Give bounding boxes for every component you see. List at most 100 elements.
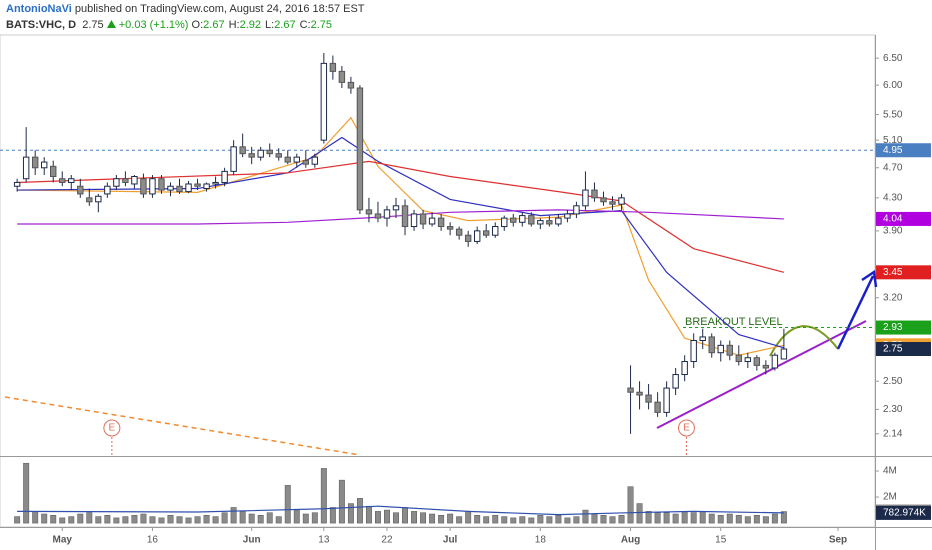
header: AntonioNaVi published on TradingView.com… — [0, 0, 932, 34]
earnings-marker — [103, 419, 121, 437]
change: +0.03 (+1.1%) — [118, 19, 189, 31]
candle-body — [401, 205, 409, 228]
volume-bar — [384, 509, 390, 524]
candle-body — [708, 336, 715, 354]
candle-body — [22, 156, 30, 180]
x-tick-label: 22 — [381, 535, 393, 546]
volume-bar — [546, 516, 553, 524]
moving-average — [17, 160, 785, 273]
price-badge-label: 2.75 — [883, 344, 903, 355]
volume-bar — [708, 513, 715, 524]
candle-body — [59, 178, 66, 183]
volume-bar — [618, 515, 625, 524]
earnings-marker — [677, 419, 695, 437]
volume-bar — [690, 512, 697, 524]
volume-badge-label: 782.974K — [883, 508, 926, 519]
x-tick-label: Aug — [621, 535, 640, 546]
volume-bar — [591, 513, 598, 524]
x-tick-label: Jun — [243, 535, 261, 546]
volume-bar — [564, 517, 571, 524]
candle-body — [762, 364, 770, 369]
candle-body — [50, 165, 57, 178]
volume-badge — [876, 505, 931, 520]
volume-bar — [149, 516, 156, 524]
volume-bar — [59, 517, 66, 524]
candle-body — [329, 62, 337, 72]
candle-body — [68, 178, 75, 183]
candle-body — [347, 81, 355, 89]
volume-bar — [77, 513, 84, 524]
candle-body — [428, 217, 436, 225]
volume-bar — [320, 468, 327, 524]
y-tick-label: 2.14 — [883, 428, 903, 439]
volume-bar — [483, 516, 490, 524]
y-tick-label: 2.50 — [883, 376, 903, 387]
candle-body — [95, 195, 102, 203]
candle-body — [771, 354, 779, 369]
volume-bar — [140, 513, 147, 524]
candle-body — [320, 62, 328, 141]
candle-body — [374, 213, 382, 219]
ohlc-label: H: — [228, 19, 240, 31]
x-tick-label: 18 — [535, 535, 547, 546]
x-tick-label: 16 — [147, 535, 159, 546]
price-badge — [876, 342, 931, 357]
volume-bar — [185, 517, 192, 524]
candle-body — [419, 213, 427, 225]
volume-bar — [95, 516, 102, 524]
volume-bar — [131, 515, 138, 524]
ohlc-value: 2.92 — [239, 19, 261, 31]
candle-body — [86, 197, 93, 203]
candle-body — [356, 87, 364, 211]
volume-bar — [50, 515, 57, 524]
x-tick-label: 13 — [318, 535, 330, 546]
candle-body — [167, 185, 174, 191]
arrow — [836, 275, 875, 350]
published: published on TradingView.com, August 24,… — [74, 3, 365, 15]
publish-line: AntonioNaVi published on TradingView.com… — [6, 3, 365, 15]
volume-bar — [537, 515, 544, 524]
candle-body — [546, 220, 553, 225]
volume-bar — [203, 515, 210, 524]
moving-average — [17, 116, 785, 356]
volume-bar — [248, 513, 255, 524]
candle-body — [176, 185, 183, 193]
volume-bar — [311, 512, 318, 524]
volume-bar — [194, 516, 201, 524]
ohlc-value: 2.75 — [310, 19, 333, 31]
volume-bar — [510, 517, 517, 524]
volume-bar — [158, 517, 165, 524]
volume-bar — [456, 516, 463, 524]
candle-body — [311, 156, 319, 165]
symbol-line: BATS:VHC, D 2.75 +0.03 (+1.1%) O:2.67 H:2… — [6, 19, 336, 31]
volume-bar — [104, 515, 111, 524]
author[interactable]: AntonioNaVi — [6, 3, 72, 15]
candle-body — [464, 234, 472, 242]
volume-ma — [17, 505, 784, 516]
arrow-head — [861, 269, 878, 288]
volume-bar — [86, 512, 93, 524]
volume-bar — [501, 516, 508, 524]
moving-average — [17, 136, 785, 349]
candle-body — [510, 217, 517, 223]
volume-bar — [347, 503, 354, 524]
candle-body — [582, 189, 589, 207]
candle-body — [672, 374, 679, 389]
volume-bar — [23, 462, 30, 524]
volume-bar — [338, 479, 345, 524]
volume-bar — [573, 516, 580, 524]
candle-body — [212, 181, 219, 185]
candle-body — [248, 153, 255, 158]
volume-bar — [329, 507, 336, 524]
volume-bar — [176, 516, 183, 524]
candle-body — [455, 228, 463, 236]
candle-body — [501, 217, 508, 228]
candle-body — [257, 149, 264, 158]
y-tick-label: 5.10 — [883, 135, 903, 146]
candle-body — [753, 357, 761, 366]
volume-bar — [429, 513, 436, 524]
candle-body — [744, 357, 752, 363]
price-badge — [876, 320, 931, 335]
candle-body — [77, 185, 84, 195]
volume-bar — [356, 498, 363, 524]
